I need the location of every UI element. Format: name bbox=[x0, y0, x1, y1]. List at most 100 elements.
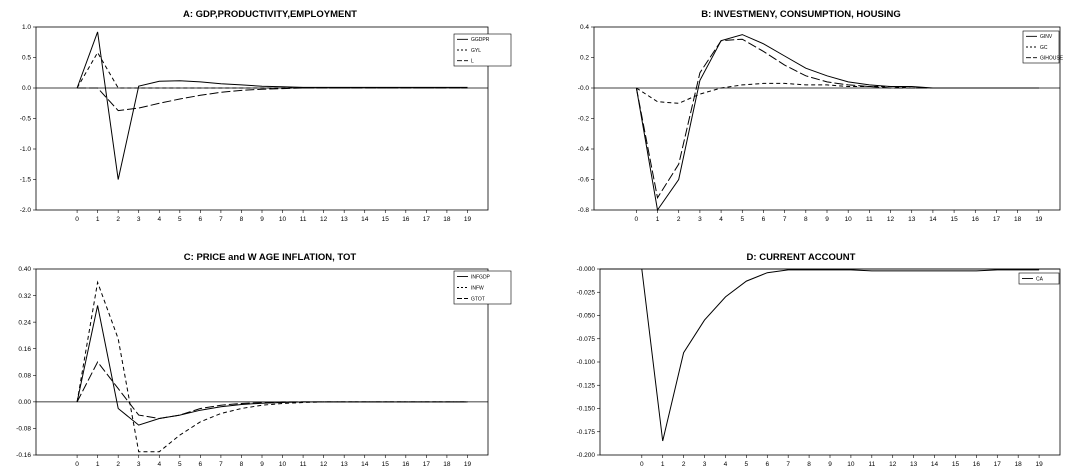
series-line-0-l bbox=[77, 87, 468, 112]
x-tick-label-2-16: 16 bbox=[402, 461, 410, 467]
x-tick-label-2-11: 11 bbox=[300, 461, 307, 467]
legend-label-1-1: GC bbox=[1040, 45, 1048, 51]
x-tick-label-2-0: 0 bbox=[75, 461, 79, 467]
chart-title-0: A: GDP,PRODUCTIVITY,EMPLOYMENT bbox=[183, 9, 357, 20]
y-tick-label-2-3: 0.16 bbox=[18, 346, 31, 353]
y-tick-label-2-2: 0.24 bbox=[18, 319, 31, 326]
x-tick-label-2-12: 12 bbox=[320, 461, 328, 467]
x-tick-label-0-17: 17 bbox=[423, 216, 431, 223]
y-tick-label-0-2: 0.0 bbox=[22, 85, 31, 92]
y-tick-label-2-5: 0.00 bbox=[18, 399, 31, 406]
y-tick-label-0-0: 1.0 bbox=[22, 24, 31, 31]
plot-frame-3 bbox=[599, 268, 1061, 456]
x-tick-label-1-9: 9 bbox=[825, 216, 829, 223]
x-tick-label-2-1: 1 bbox=[96, 461, 100, 467]
series-line-2-infgdp bbox=[76, 305, 468, 426]
x-tick-label-0-15: 15 bbox=[382, 216, 390, 223]
series-line-1-gihouse bbox=[635, 38, 1039, 200]
x-tick-label-0-18: 18 bbox=[443, 216, 451, 223]
x-tick-label-3-0: 0 bbox=[640, 461, 644, 467]
x-tick-label-3-14: 14 bbox=[931, 461, 939, 467]
chart-title-3: D: CURRENT ACCOUNT bbox=[747, 252, 856, 263]
y-tick-label-2-0: 0.40 bbox=[18, 266, 31, 273]
legend-label-0-2: L bbox=[471, 58, 474, 64]
y-tick-label-3-4: -0.100 bbox=[577, 359, 596, 366]
x-tick-label-3-16: 16 bbox=[973, 461, 981, 467]
x-tick-label-0-5: 5 bbox=[178, 216, 182, 223]
x-tick-label-2-14: 14 bbox=[361, 461, 369, 467]
x-tick-label-1-0: 0 bbox=[635, 216, 639, 223]
x-tick-label-3-5: 5 bbox=[745, 461, 749, 467]
x-tick-label-3-6: 6 bbox=[765, 461, 769, 467]
x-tick-label-1-6: 6 bbox=[762, 216, 766, 223]
x-tick-label-2-13: 13 bbox=[341, 461, 349, 467]
y-tick-label-0-4: -1.0 bbox=[20, 146, 32, 153]
legend-label-1-0: GINV bbox=[1040, 34, 1053, 40]
y-tick-label-2-4: 0.08 bbox=[18, 372, 31, 379]
legend-label-3-0: CA bbox=[1036, 276, 1044, 282]
plot-frame-0 bbox=[35, 26, 489, 211]
x-tick-label-0-7: 7 bbox=[219, 216, 223, 223]
series-line-3-ca bbox=[641, 268, 1040, 442]
series-line-0-ggdpr bbox=[76, 31, 468, 180]
x-tick-label-0-8: 8 bbox=[240, 216, 244, 223]
x-tick-label-1-8: 8 bbox=[804, 216, 808, 223]
x-tick-label-1-12: 12 bbox=[887, 216, 895, 223]
x-tick-label-1-7: 7 bbox=[783, 216, 787, 223]
y-tick-label-3-7: -0.175 bbox=[577, 429, 596, 436]
plot-frame-1 bbox=[593, 26, 1061, 211]
y-tick-label-1-5: -0.6 bbox=[578, 177, 590, 184]
x-tick-label-2-15: 15 bbox=[382, 461, 390, 467]
x-tick-label-2-4: 4 bbox=[157, 461, 161, 467]
x-tick-label-3-11: 11 bbox=[868, 461, 875, 467]
y-tick-label-3-5: -0.125 bbox=[577, 382, 596, 389]
x-tick-label-3-10: 10 bbox=[847, 461, 855, 467]
y-tick-label-1-3: -0.2 bbox=[578, 116, 590, 123]
legend-label-0-1: GYL bbox=[471, 48, 481, 54]
legend-box-3 bbox=[1018, 272, 1060, 285]
y-tick-label-0-1: 0.5 bbox=[22, 55, 31, 62]
x-tick-label-1-13: 13 bbox=[908, 216, 916, 223]
x-tick-label-2-19: 19 bbox=[464, 461, 472, 467]
y-tick-label-1-0: 0.4 bbox=[580, 24, 589, 31]
x-tick-label-1-3: 3 bbox=[698, 216, 702, 223]
x-tick-label-0-10: 10 bbox=[279, 216, 287, 223]
x-tick-label-0-4: 4 bbox=[157, 216, 161, 223]
x-tick-label-3-8: 8 bbox=[807, 461, 811, 467]
x-tick-label-0-2: 2 bbox=[116, 216, 120, 223]
x-tick-label-3-17: 17 bbox=[994, 461, 1002, 467]
plot-frame-2 bbox=[35, 268, 489, 456]
x-tick-label-0-11: 11 bbox=[300, 216, 307, 223]
x-tick-label-1-5: 5 bbox=[740, 216, 744, 223]
x-tick-label-0-6: 6 bbox=[199, 216, 203, 223]
x-tick-label-0-1: 1 bbox=[96, 216, 100, 223]
x-tick-label-0-16: 16 bbox=[402, 216, 410, 223]
x-tick-label-0-9: 9 bbox=[260, 216, 264, 223]
x-tick-label-3-13: 13 bbox=[910, 461, 918, 467]
x-tick-label-3-3: 3 bbox=[703, 461, 707, 467]
x-tick-label-1-17: 17 bbox=[993, 216, 1001, 223]
x-tick-label-3-4: 4 bbox=[724, 461, 728, 467]
x-tick-label-1-2: 2 bbox=[677, 216, 681, 223]
legend-label-2-1: INFW bbox=[471, 285, 484, 291]
y-tick-label-3-2: -0.050 bbox=[577, 313, 596, 320]
y-tick-label-3-8: -0.200 bbox=[577, 452, 596, 459]
y-tick-label-2-1: 0.32 bbox=[18, 293, 31, 300]
y-tick-label-0-6: -2.0 bbox=[20, 207, 32, 214]
y-tick-label-1-6: -0.8 bbox=[578, 207, 590, 214]
y-tick-label-3-3: -0.075 bbox=[577, 336, 596, 343]
x-tick-label-2-7: 7 bbox=[219, 461, 223, 467]
y-tick-label-3-0: -0.000 bbox=[577, 266, 596, 273]
x-tick-label-0-13: 13 bbox=[341, 216, 349, 223]
y-tick-label-1-4: -0.4 bbox=[578, 146, 590, 153]
x-tick-label-0-3: 3 bbox=[137, 216, 141, 223]
x-tick-label-3-9: 9 bbox=[828, 461, 832, 467]
chart-title-2: C: PRICE and W AGE INFLATION, TOT bbox=[184, 252, 357, 263]
legend-label-2-2: GTOT bbox=[471, 296, 485, 302]
x-tick-label-2-2: 2 bbox=[116, 461, 120, 467]
y-tick-label-3-6: -0.150 bbox=[577, 406, 596, 413]
x-tick-label-1-19: 19 bbox=[1035, 216, 1043, 223]
y-tick-label-1-2: -0.0 bbox=[578, 85, 590, 92]
x-tick-label-2-10: 10 bbox=[279, 461, 287, 467]
